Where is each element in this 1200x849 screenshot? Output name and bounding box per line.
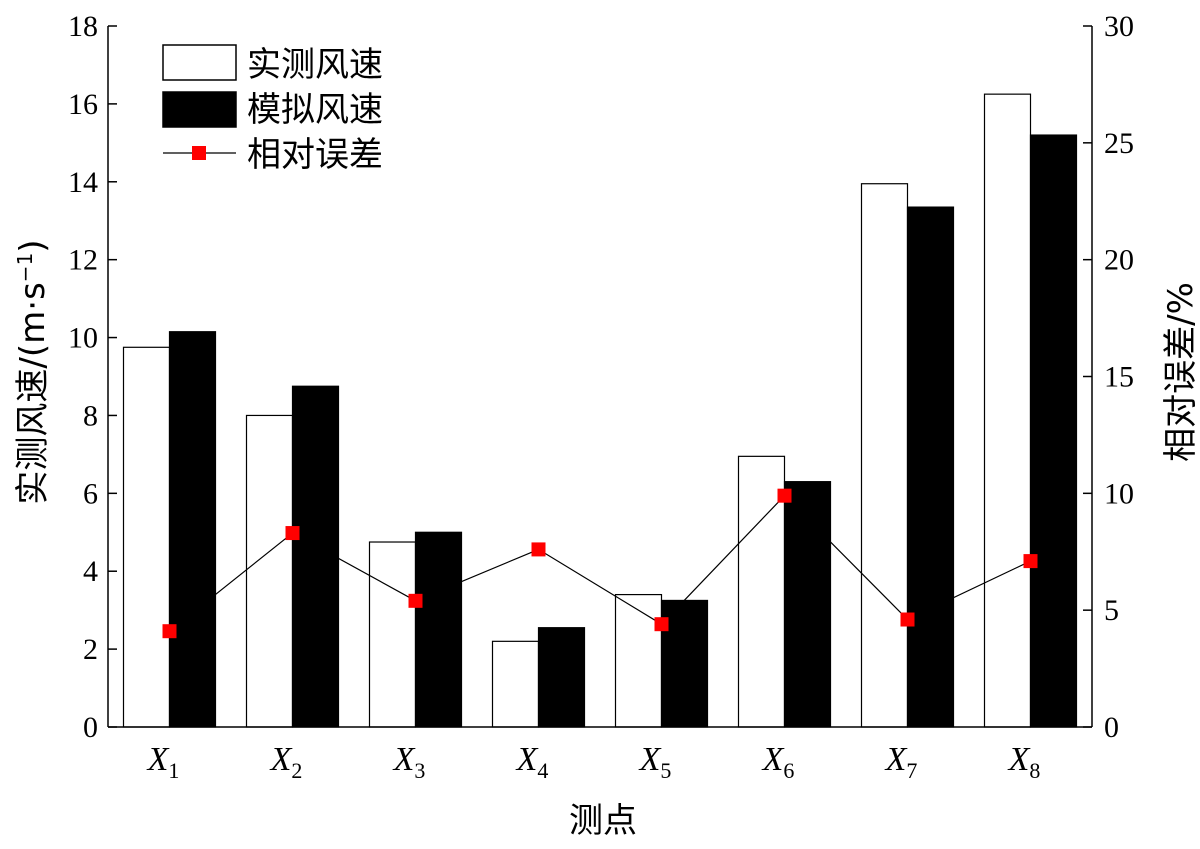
y2-tick-label: 5 [1104,594,1119,627]
bar-simulated-8 [1029,134,1078,728]
error-marker-1 [162,624,177,639]
error-line [169,494,1031,632]
x-tick-label-base: X [761,741,785,778]
x-axis-title: 测点 [569,801,637,841]
bar-measured-8 [983,93,1032,728]
y2-tick-label: 30 [1104,10,1134,43]
error-marker-2 [285,526,300,541]
x-tick-label: X6 [761,741,795,783]
y-tick-label: 6 [83,477,98,510]
error-marker-8 [1023,554,1038,569]
y-tick-label: 2 [83,633,98,666]
bar-measured-3 [368,541,417,728]
bar-measured-2 [245,414,294,728]
y-tick-label: 10 [68,322,98,355]
error-marker-4 [531,542,546,557]
x-tick-label-sub: 7 [906,758,917,783]
x-tick-label: X8 [1007,741,1041,783]
x-tick-label-sub: 1 [168,758,179,783]
x-tick-label-sub: 3 [414,758,425,783]
x-tick-label-base: X [269,741,293,778]
y-tick-label: 16 [68,88,98,121]
error-line-layer [162,488,1038,639]
x-tick-label: X1 [146,741,180,783]
x-tick-label-sub: 8 [1029,758,1040,783]
bars-layer [122,93,1078,728]
bar-simulated-2 [291,385,340,728]
x-tick-label: X7 [884,741,918,783]
legend-label-error: 相对误差 [247,135,383,175]
y-axis-title: 实测风速/(m·s−1) [13,239,53,504]
y2-tick-label: 20 [1104,244,1134,277]
legend-marker-error [192,146,206,160]
y-tick-label: 18 [68,10,98,43]
x-tick-label: X5 [638,741,672,783]
y-tick-label: 4 [83,555,98,588]
x-tick-label: X4 [515,741,549,783]
x-tick-label-base: X [638,741,662,778]
legend-label-measured: 实测风速 [247,45,383,85]
x-tick-label-base: X [1007,741,1031,778]
bar-measured-1 [122,346,171,728]
legend-label-simulated: 模拟风速 [247,90,383,130]
y-tick-label: 0 [83,711,98,744]
x-tick-label-sub: 5 [660,758,671,783]
x-tick-label-sub: 2 [291,758,302,783]
x-tick-label: X2 [269,741,303,783]
y2-tick-label: 25 [1104,127,1134,160]
y-tick-label: 12 [68,244,98,277]
legend-swatch-measured [162,44,237,81]
x-tick-label-sub: 6 [783,758,794,783]
legend-swatch-simulated [162,91,237,128]
error-marker-7 [900,612,915,627]
y-axis-title-close: ) [13,239,53,252]
x-tick-label-base: X [392,741,416,778]
bar-simulated-7 [906,206,955,728]
y2-tick-label: 10 [1104,477,1134,510]
x-tick-label-base: X [146,741,170,778]
x-tick-label-base: X [884,741,908,778]
bar-simulated-6 [783,481,832,728]
bar-measured-5 [614,593,663,728]
bar-simulated-3 [414,531,463,728]
error-marker-5 [654,617,669,632]
y-axis-title-main: 实测风速/(m·s [13,282,53,504]
bar-measured-7 [860,183,909,728]
x-tick-label-base: X [515,741,539,778]
y-tick-label: 14 [68,166,98,199]
bar-measured-6 [737,455,786,728]
bar-simulated-4 [537,627,586,728]
bar-simulated-1 [168,331,217,728]
legend: 实测风速 模拟风速 相对误差 [162,44,383,175]
x-tick-label: X3 [392,741,426,783]
y2-tick-label: 0 [1104,711,1119,744]
error-marker-6 [777,488,792,503]
y-axis-title-sup: −1 [13,253,37,282]
y2-axis-title: 相对误差/% [1161,282,1200,462]
bar-measured-4 [491,640,540,728]
y2-tick-label: 15 [1104,361,1134,394]
y-tick-label: 8 [83,399,98,432]
bar-simulated-5 [660,599,709,728]
error-marker-3 [408,593,423,608]
x-tick-label-sub: 4 [537,758,548,783]
